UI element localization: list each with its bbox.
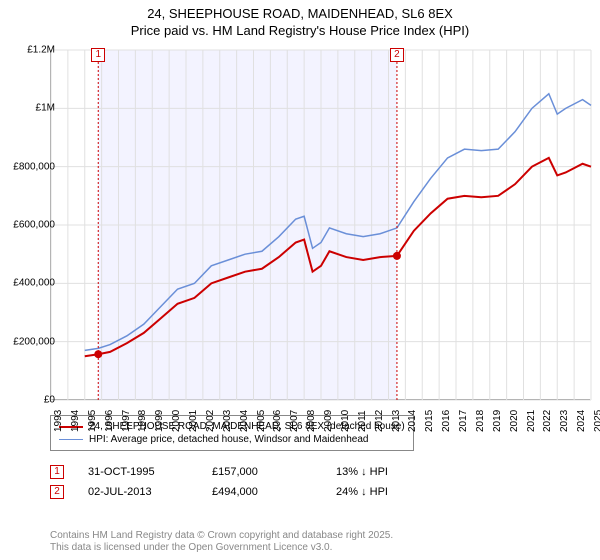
x-axis-label: 2000 (171, 410, 182, 432)
x-axis-label: 2004 (239, 410, 250, 432)
x-axis-label: 2024 (576, 410, 587, 432)
x-axis-label: 2012 (374, 410, 385, 432)
x-axis-label: 2020 (509, 410, 520, 432)
x-axis-label: 2009 (323, 410, 334, 432)
x-axis-label: 2023 (559, 410, 570, 432)
x-axis-label: 2016 (441, 410, 452, 432)
y-axis-label: £600,000 (13, 220, 55, 231)
x-axis-label: 2017 (458, 410, 469, 432)
x-axis-label: 1994 (70, 410, 81, 432)
x-axis-label: 2001 (188, 410, 199, 432)
transaction-row: 2 02-JUL-2013 £494,000 24% ↓ HPI (50, 482, 436, 502)
y-axis-label: £400,000 (13, 278, 55, 289)
x-axis-label: 2008 (306, 410, 317, 432)
transaction-delta: 24% ↓ HPI (336, 486, 436, 498)
transaction-row: 1 31-OCT-1995 £157,000 13% ↓ HPI (50, 462, 436, 482)
y-axis-label: £1.2M (27, 45, 55, 56)
footer-line-1: Contains HM Land Registry data © Crown c… (50, 530, 393, 542)
x-axis-label: 1993 (53, 410, 64, 432)
x-axis-label: 2014 (407, 410, 418, 432)
y-axis-label: £1M (36, 103, 55, 114)
x-axis-label: 2015 (424, 410, 435, 432)
x-axis-label: 1998 (137, 410, 148, 432)
y-axis-label: £800,000 (13, 161, 55, 172)
marker-1: 1 (91, 48, 105, 62)
chart-title: 24, SHEEPHOUSE ROAD, MAIDENHEAD, SL6 8EX… (0, 0, 600, 40)
marker-2: 2 (390, 48, 404, 62)
x-axis-label: 1999 (154, 410, 165, 432)
x-axis-label: 2005 (256, 410, 267, 432)
transaction-table: 1 31-OCT-1995 £157,000 13% ↓ HPI2 02-JUL… (50, 462, 436, 502)
chart-area: 12 (50, 50, 590, 400)
x-axis-label: 2022 (542, 410, 553, 432)
x-axis-label: 1997 (121, 410, 132, 432)
legend-item: HPI: Average price, detached house, Wind… (59, 433, 405, 446)
footer: Contains HM Land Registry data © Crown c… (50, 530, 393, 554)
footer-line-2: This data is licensed under the Open Gov… (50, 542, 393, 554)
x-axis-label: 2007 (289, 410, 300, 432)
x-axis-label: 1995 (87, 410, 98, 432)
x-axis-label: 2025 (593, 410, 600, 432)
title-line-1: 24, SHEEPHOUSE ROAD, MAIDENHEAD, SL6 8EX (0, 6, 600, 23)
transaction-marker: 1 (50, 465, 64, 479)
transaction-marker: 2 (50, 485, 64, 499)
x-axis-label: 2003 (222, 410, 233, 432)
x-axis-label: 1996 (104, 410, 115, 432)
y-axis-label: £200,000 (13, 336, 55, 347)
transaction-price: £494,000 (212, 486, 312, 498)
x-axis-label: 2021 (526, 410, 537, 432)
x-axis-label: 2018 (475, 410, 486, 432)
x-axis-label: 2013 (391, 410, 402, 432)
x-axis-label: 2011 (357, 410, 368, 432)
y-axis-label: £0 (44, 395, 55, 406)
x-axis-label: 2010 (340, 410, 351, 432)
chart-svg (51, 50, 591, 400)
transaction-date: 02-JUL-2013 (88, 486, 188, 498)
x-axis-label: 2019 (492, 410, 503, 432)
transaction-date: 31-OCT-1995 (88, 466, 188, 478)
transaction-delta: 13% ↓ HPI (336, 466, 436, 478)
title-line-2: Price paid vs. HM Land Registry's House … (0, 23, 600, 40)
transaction-price: £157,000 (212, 466, 312, 478)
x-axis-label: 2006 (272, 410, 283, 432)
x-axis-label: 2002 (205, 410, 216, 432)
